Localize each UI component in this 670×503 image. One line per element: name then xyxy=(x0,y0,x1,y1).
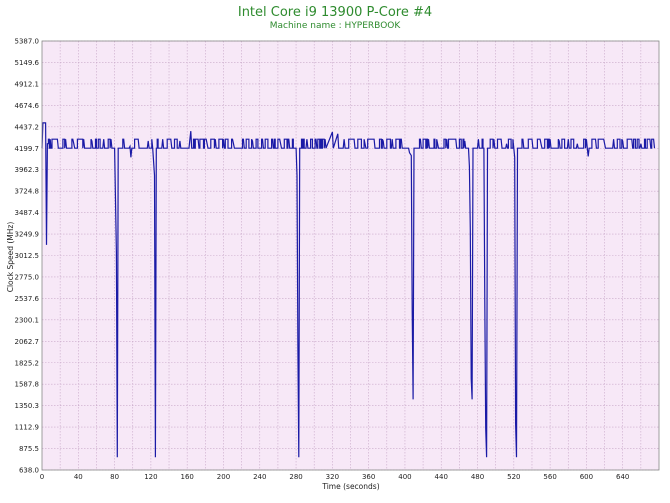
x-tick-label: 240 xyxy=(253,473,266,481)
x-tick-label: 360 xyxy=(362,473,375,481)
y-tick-label: 4674.6 xyxy=(15,102,40,110)
y-axis-tick-labels: 638.0 875.5 1112.9 1350.3 1587.8 1825.2 2062.7… xyxy=(15,38,40,475)
y-tick-label: 5387.0 xyxy=(15,38,40,46)
y-tick-label: 1112.9 xyxy=(15,424,40,432)
x-tick-label: 120 xyxy=(144,473,157,481)
x-axis-label: Time (seconds) xyxy=(321,482,379,491)
y-tick-label: 2537.6 xyxy=(15,295,40,303)
y-tick-label: 2062.7 xyxy=(15,338,40,346)
x-tick-label: 600 xyxy=(580,473,593,481)
y-tick-label: 1825.2 xyxy=(15,359,40,367)
y-tick-label: 1587.8 xyxy=(15,381,40,389)
y-tick-label: 2300.1 xyxy=(15,316,40,324)
x-tick-label: 0 xyxy=(40,473,44,481)
y-tick-label: 3724.8 xyxy=(15,188,40,196)
x-tick-label: 40 xyxy=(74,473,83,481)
y-tick-label: 5149.6 xyxy=(15,59,40,67)
y-tick-label: 3487.4 xyxy=(15,209,40,217)
y-tick-label: 1350.3 xyxy=(15,402,40,410)
x-tick-label: 200 xyxy=(217,473,230,481)
y-tick-label: 2775.0 xyxy=(15,273,40,281)
y-tick-label: 4437.2 xyxy=(15,123,40,131)
y-tick-label: 4199.7 xyxy=(15,145,40,153)
clock-speed-series-line xyxy=(41,122,656,458)
x-tick-label: 280 xyxy=(289,473,302,481)
plot-border xyxy=(41,40,660,471)
x-tick-label: 400 xyxy=(398,473,411,481)
x-tick-label: 320 xyxy=(326,473,339,481)
y-tick-label: 3962.3 xyxy=(15,166,40,174)
x-tick-label: 160 xyxy=(180,473,193,481)
x-tick-label: 640 xyxy=(616,473,629,481)
y-tick-label: 4912.1 xyxy=(15,80,40,88)
y-tick-label: 3249.9 xyxy=(15,231,40,239)
y-tick-label: 3012.5 xyxy=(15,252,40,260)
y-axis-label: Clock Speed (MHz) xyxy=(6,222,15,293)
x-tick-label: 520 xyxy=(507,473,520,481)
y-tick-label: 638.0 xyxy=(19,467,39,475)
x-tick-label: 80 xyxy=(110,473,119,481)
x-axis-tick-labels: 0 40 80 120 160 200 240 280 320 360 400 440 480 520 56… xyxy=(40,473,630,481)
y-tick-label: 875.5 xyxy=(19,445,39,453)
chart-subtitle: Machine name : HYPERBOOK xyxy=(270,21,402,31)
chart-title: Intel Core i9 13900 P-Core #4 xyxy=(238,5,432,20)
x-tick-label: 440 xyxy=(435,473,448,481)
x-tick-label: 480 xyxy=(471,473,484,481)
x-tick-label: 560 xyxy=(543,473,556,481)
